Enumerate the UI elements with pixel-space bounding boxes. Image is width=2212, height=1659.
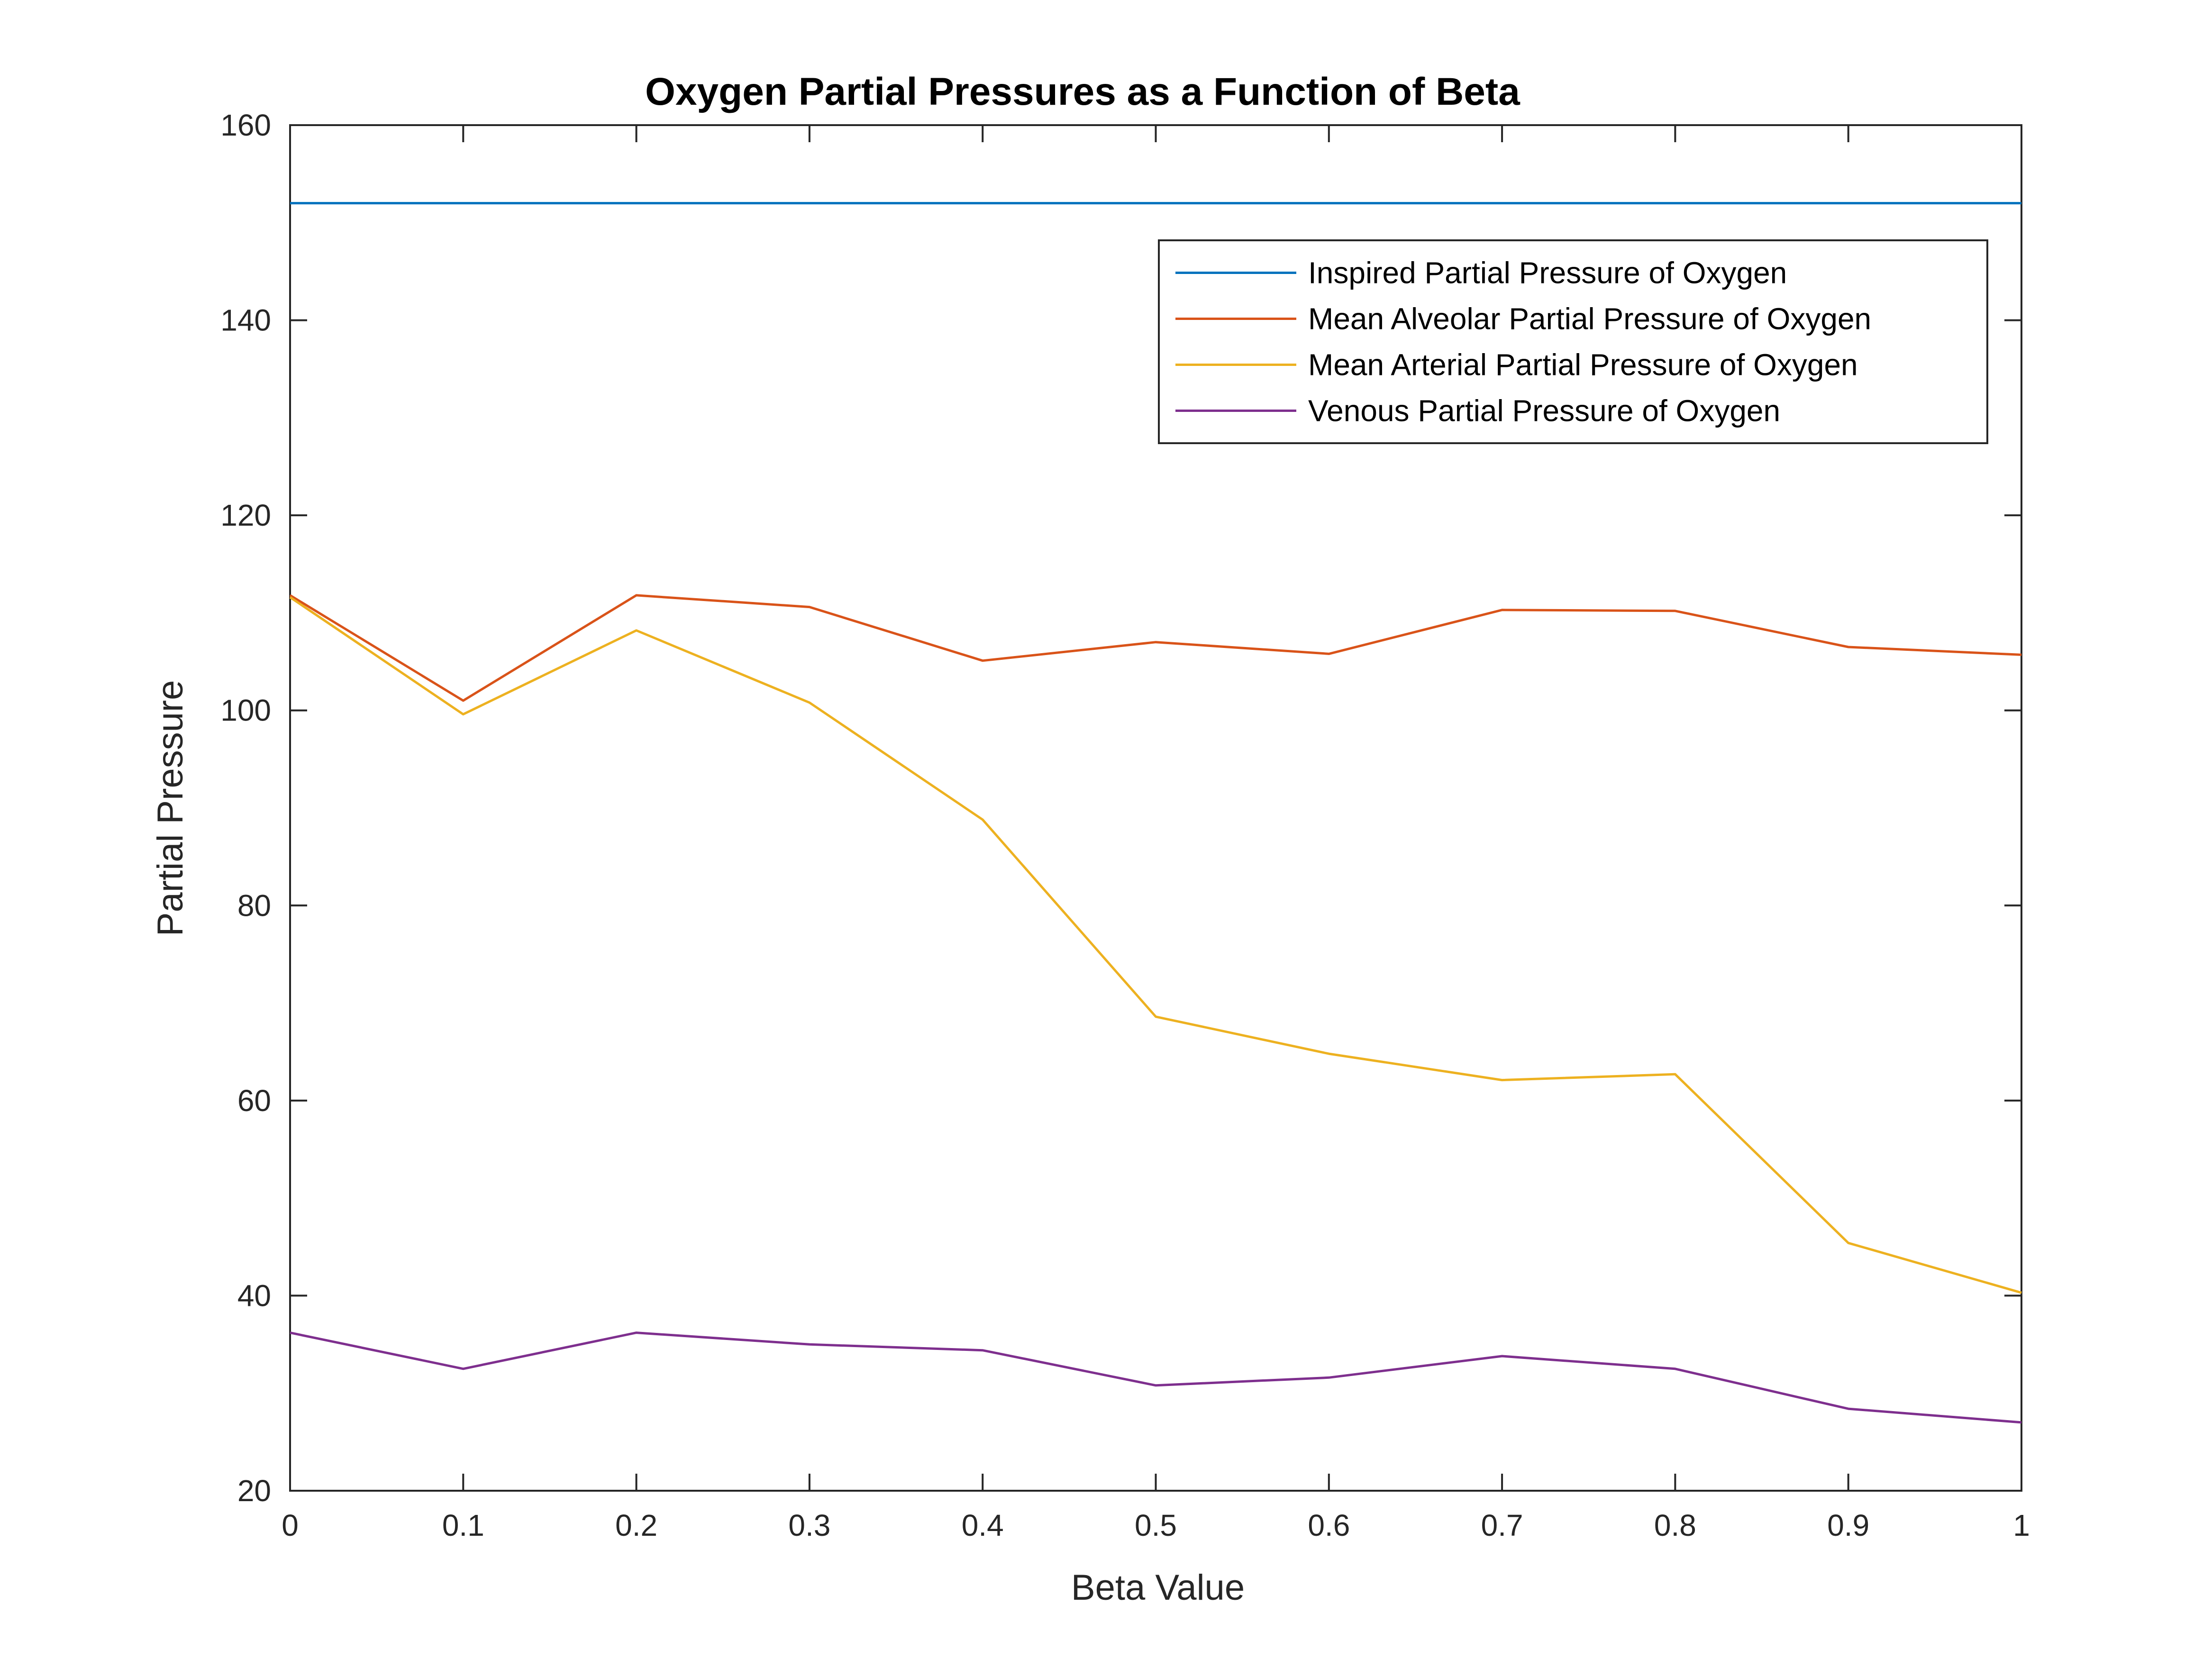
x-tick-label-6: 0.6: [1308, 1508, 1350, 1542]
y-tick-label-4: 100: [220, 693, 271, 728]
x-tick-label-5: 0.5: [1135, 1508, 1177, 1542]
y-tick-label-0: 20: [237, 1474, 271, 1508]
x-tick-label-8: 0.8: [1654, 1508, 1696, 1542]
x-tick-label-3: 0.3: [788, 1508, 830, 1542]
x-tick-label-9: 0.9: [1827, 1508, 1869, 1542]
legend-label-2: Mean Arterial Partial Pressure of Oxygen: [1308, 348, 1858, 382]
y-tick-label-2: 60: [237, 1084, 271, 1118]
plot-area: 0 0.1 0.2 0.3 0.4 0.5 0.6 0.7 0.8 0.9 120406080100…: [220, 108, 2030, 1542]
series-line-3: [290, 1331, 2022, 1424]
legend-label-0: Inspired Partial Pressure of Oxygen: [1308, 256, 1787, 290]
series-line-2: [289, 596, 2022, 1294]
legend-label-1: Mean Alveolar Partial Pressure of Oxygen: [1308, 302, 1871, 336]
y-tick-label-5: 120: [220, 498, 271, 532]
x-tick-label-1: 0.1: [442, 1508, 484, 1542]
x-tick-label-2: 0.2: [615, 1508, 657, 1542]
y-tick-label-7: 160: [220, 108, 271, 142]
legend-box: [1158, 239, 1988, 444]
legend-label-3: Venous Partial Pressure of Oxygen: [1308, 394, 1780, 428]
y-tick-label-3: 80: [237, 888, 271, 922]
x-tick-label-4: 0.4: [962, 1508, 1004, 1542]
y-tick-label-6: 140: [220, 303, 271, 337]
series-line-1: [289, 594, 2022, 702]
x-axis-label: Beta Value: [1071, 1568, 1245, 1608]
x-tick-label-7: 0.7: [1481, 1508, 1523, 1542]
y-axis-label: Partial Pressure: [150, 680, 191, 937]
y-tick-label-1: 40: [237, 1278, 271, 1313]
chart-title: Oxygen Partial Pressures as a Function o…: [645, 70, 1520, 113]
x-tick-label-0: 0: [282, 1508, 299, 1542]
x-tick-label-10: 1: [2013, 1508, 2030, 1542]
